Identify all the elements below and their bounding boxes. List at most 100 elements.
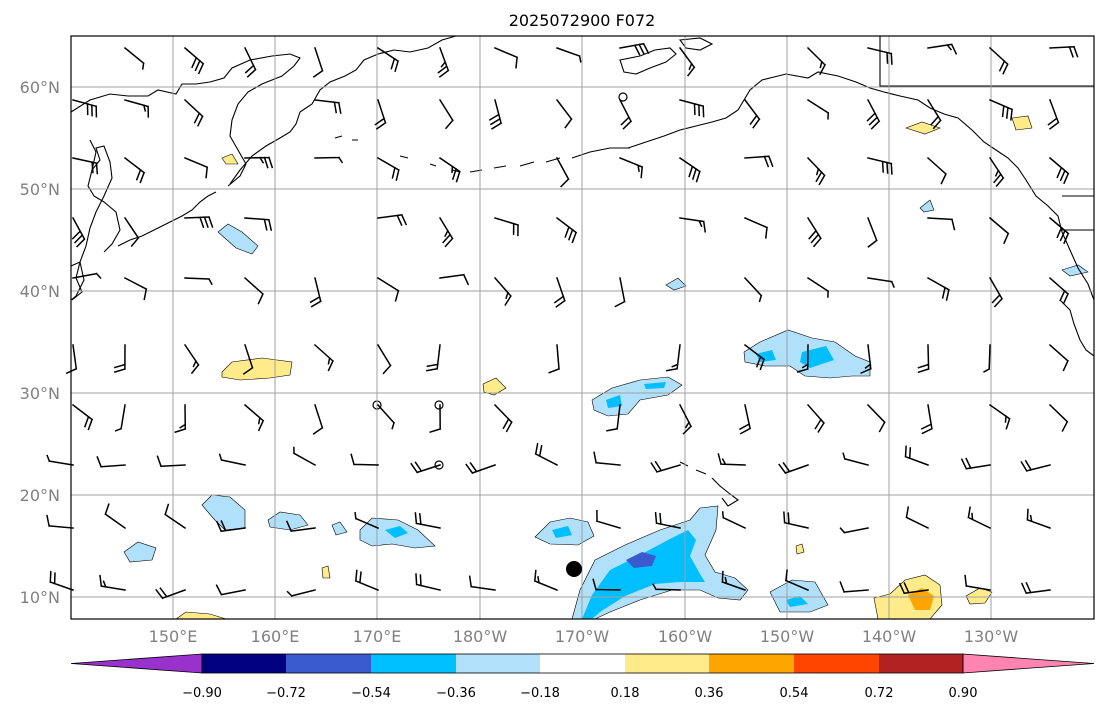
wind-barb [867,157,893,175]
wind-barb [410,461,441,474]
colorbar-label: −0.54 [351,686,391,701]
wind-barb [553,277,566,308]
wind-barb [784,569,809,591]
wind-barb [184,157,209,179]
wind-barb [606,404,621,432]
lat-tick-label: 40°N [20,282,60,301]
wind-barb [215,520,246,533]
positive-area-50n [221,153,239,165]
colorbar-label: 0.90 [949,686,978,701]
positive-area-13n [321,565,331,579]
lat-tick-label: 30°N [20,384,60,403]
wind-barb [123,156,146,184]
wind-barb [104,503,127,530]
wind-barb [438,156,461,183]
wind-barb [650,460,681,473]
wind-barb [156,455,186,468]
wind-barb [904,445,929,466]
wind-barb [806,276,830,298]
wind-barb [679,217,707,233]
map-panel [46,35,1095,620]
wind-barb [312,47,324,78]
wind-barb [592,578,621,591]
wind-barb [744,217,768,239]
colorbar-outline [201,653,964,674]
wind-barb [313,343,334,372]
wind-barb [555,98,573,129]
wind-barbs [46,42,1079,600]
lat-tick-label: 20°N [20,486,60,505]
wind-barb [49,570,74,591]
wind-barb [183,343,200,375]
wind-barb [796,344,809,373]
wind-barb [244,156,274,169]
wind-barb [354,569,379,591]
wind-barb [867,47,893,65]
gridlines [71,36,1094,619]
wind-barb [905,506,930,530]
colorbar-segment [879,654,963,673]
wind-barb [717,453,746,466]
wind-barb [1048,343,1069,372]
wind-barb [1048,216,1070,245]
positive-area-30n [482,377,507,396]
colorbar-label: −0.90 [182,686,222,701]
wind-barb [184,277,213,286]
wind-barb [743,98,761,129]
wind-barb [806,98,830,120]
wind-barb [72,272,102,279]
wind-barb [164,503,187,530]
wind-barb [468,575,496,591]
wind-barb [183,46,205,75]
wind-barb [596,510,621,529]
negative-area-central-core [626,552,656,568]
lon-tick-label: 130°W [964,627,1019,646]
wind-barb [721,511,746,529]
wind-barb [377,213,408,226]
wind-barb [988,156,1005,188]
wind-barb [967,506,992,530]
wind-barb [1049,45,1079,58]
wind-barb [743,276,763,303]
wind-barb [778,462,809,475]
wind-barb [376,46,400,73]
lon-tick-label: 170°E [353,627,402,646]
wind-barb [988,276,1004,308]
colorbar-extend-high [962,653,1095,674]
colorbar-label: −0.72 [266,686,306,701]
lon-tick-label: 160°E [251,627,300,646]
wind-barb [898,582,929,595]
colorbar-segment [286,654,371,673]
wind-barb [614,277,626,308]
longitude-axis: 150°E 160°E 170°E 180°W 170°W 160°W 150°… [149,627,1019,646]
wind-barb [806,156,826,186]
colorbar-label: 0.36 [695,686,724,701]
latitude-axis: 60°N 50°N 40°N 30°N 20°N 10°N [20,78,60,607]
wind-barb [414,512,441,529]
asia-coastline [70,53,301,187]
colorbar-segment [540,654,625,673]
negative-area-48n [919,199,935,213]
wind-barb [123,276,148,301]
wind-barb [1020,582,1051,595]
positive-area-13n-east [795,543,805,555]
wind-barb [860,344,872,374]
wind-barb [926,98,942,130]
wind-barb [678,46,696,77]
colorbar-segment [371,654,456,673]
wind-barb [46,514,74,529]
wind-barb [438,98,454,130]
wind-barb [96,456,126,468]
colorbar-extend-low [70,653,203,674]
wind-barb [1047,99,1060,130]
negative-area-14n-west [123,541,157,563]
positive-area-55n [905,121,941,135]
wind-barb [243,276,264,305]
wind-barb [926,156,947,185]
colorbar-label: 0.72 [865,686,894,701]
wind-barb [312,404,324,435]
wind-barb [354,511,379,529]
wind-barb [678,156,701,183]
negative-area-16n-small [331,521,348,536]
lon-tick-label: 150°E [149,627,198,646]
